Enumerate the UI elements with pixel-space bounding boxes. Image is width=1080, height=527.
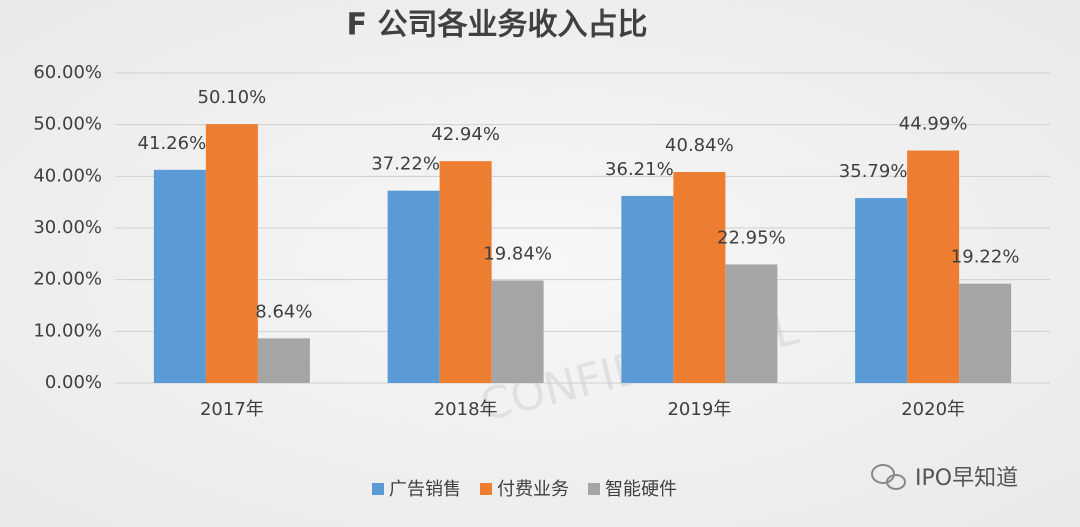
data-label: 44.99%	[899, 114, 968, 135]
logo	[871, 464, 906, 490]
y-tick-label: 50.00%	[33, 114, 102, 135]
legend-swatch	[480, 483, 492, 495]
bar	[855, 198, 908, 383]
y-tick-label: 0.00%	[45, 372, 102, 393]
legend-label: 智能硬件	[605, 479, 677, 500]
logo-text: IPO早知道	[915, 466, 1018, 491]
bar	[439, 161, 492, 383]
bar	[205, 124, 258, 384]
data-label: 41.26%	[138, 133, 207, 154]
data-label: 35.79%	[839, 161, 908, 182]
legend-swatch	[372, 483, 384, 495]
data-label: 50.10%	[198, 87, 267, 108]
bar	[491, 280, 544, 383]
data-label: 22.95%	[717, 227, 786, 248]
x-tick-label: 2019年	[667, 399, 731, 420]
x-tick-label: 2017年	[200, 399, 264, 420]
chart-title: F 公司各业务收入占比	[347, 8, 648, 43]
x-tick-label: 2020年	[901, 399, 965, 420]
bar	[257, 338, 310, 383]
bar	[387, 190, 440, 383]
data-label: 19.22%	[951, 247, 1020, 268]
data-label: 37.22%	[371, 154, 440, 175]
data-label: 40.84%	[665, 135, 734, 156]
legend-swatch	[588, 483, 600, 495]
y-tick-label: 10.00%	[33, 320, 102, 341]
y-tick-label: 40.00%	[33, 165, 102, 186]
data-label: 42.94%	[431, 124, 500, 145]
y-tick-label: 30.00%	[33, 217, 102, 238]
bar	[725, 264, 778, 383]
y-tick-label: 20.00%	[33, 269, 102, 290]
legend-label: 广告销售	[389, 479, 461, 500]
legend-label: 付费业务	[497, 479, 569, 500]
data-label: 36.21%	[605, 159, 674, 180]
bar	[907, 150, 960, 383]
bar	[959, 283, 1012, 383]
bar	[673, 171, 726, 383]
x-tick-label: 2018年	[434, 399, 498, 420]
y-tick-label: 60.00%	[33, 62, 102, 83]
bar	[621, 195, 674, 383]
data-label: 8.64%	[255, 301, 312, 322]
data-label: 19.84%	[483, 243, 552, 264]
bar	[153, 169, 206, 383]
